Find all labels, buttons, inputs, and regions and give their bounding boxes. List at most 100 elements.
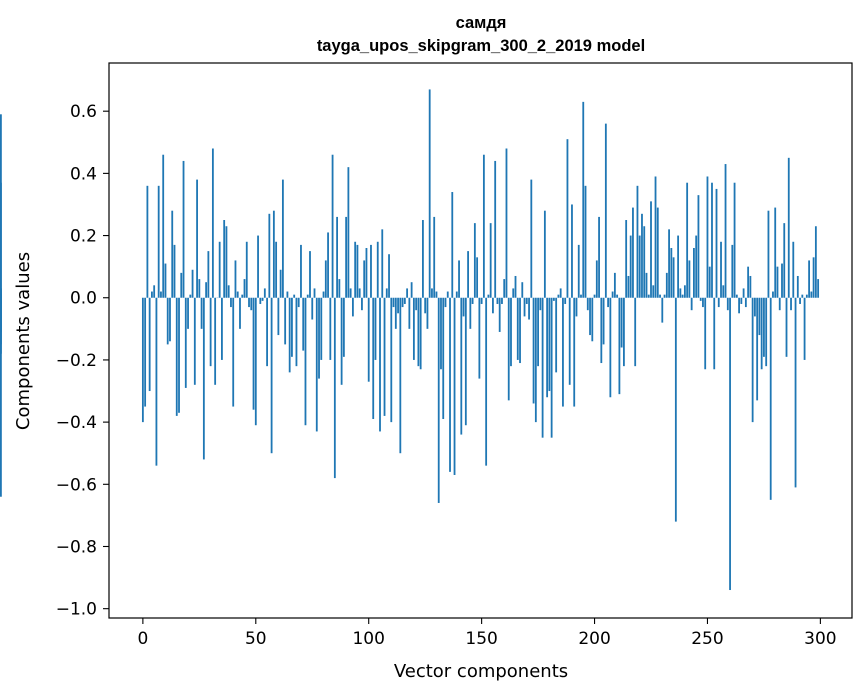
bar [191, 269, 194, 298]
bar [467, 251, 469, 298]
x-tick-label: 300 [804, 629, 836, 649]
bar [419, 297, 422, 370]
bar [412, 297, 415, 360]
y-axis: −1.0 −0.8 −0.6 −0.4 −0.2 0.0 0.2 0.4 0.6 [56, 102, 109, 620]
bar [625, 220, 628, 298]
bar [656, 207, 659, 298]
bar [525, 297, 528, 304]
bar [329, 297, 332, 360]
bar [214, 297, 217, 385]
bar [218, 241, 221, 298]
y-tick-label: −0.6 [56, 475, 97, 495]
bar [451, 192, 454, 298]
bar [162, 154, 165, 298]
bar [512, 288, 515, 298]
bar [148, 297, 151, 392]
bar [428, 89, 431, 298]
bar [444, 297, 447, 308]
y-axis-label: Components values [13, 252, 34, 430]
bar [580, 294, 582, 298]
bar [281, 179, 284, 298]
bar [595, 260, 598, 298]
bar [747, 266, 750, 298]
bar [613, 272, 616, 298]
bar [704, 297, 707, 370]
bar [751, 297, 754, 423]
bar [765, 297, 768, 367]
bar [173, 244, 176, 298]
bar [708, 266, 711, 298]
bar [591, 297, 594, 342]
bar [415, 297, 418, 311]
bar [277, 297, 280, 336]
bar [257, 235, 259, 298]
bar [577, 244, 580, 298]
bar [586, 297, 589, 311]
bar [230, 297, 232, 308]
bar [668, 229, 670, 298]
bar [0, 182, 2, 298]
bar [221, 297, 223, 360]
y-tick-label: 0.6 [70, 102, 97, 122]
bar [799, 297, 801, 304]
bar [311, 297, 314, 320]
bar [674, 297, 677, 522]
bar [259, 297, 262, 304]
bar [699, 297, 702, 301]
bar [449, 297, 451, 472]
bar [469, 297, 472, 329]
bar [241, 294, 244, 298]
bar [236, 291, 239, 298]
y-tick-label: −0.8 [56, 537, 97, 557]
bar [731, 244, 734, 298]
x-tick-label: 250 [691, 629, 723, 649]
bar [519, 297, 521, 364]
bar [552, 297, 555, 301]
bar [160, 291, 162, 298]
bar [171, 210, 174, 298]
bar [0, 297, 2, 354]
bar [284, 297, 287, 345]
bar [155, 297, 158, 466]
bar [638, 235, 641, 298]
bar [476, 257, 479, 298]
bar [383, 297, 386, 416]
x-axis: 0 50 100 150 200 250 300 [137, 618, 837, 649]
bar [399, 297, 402, 454]
bar [738, 297, 740, 314]
bar [144, 297, 147, 407]
bar [573, 297, 576, 407]
bar [695, 235, 698, 298]
bar [250, 297, 253, 311]
bar [487, 294, 490, 298]
bar [623, 297, 625, 367]
bar [189, 294, 192, 298]
bar [408, 297, 411, 329]
bar [652, 285, 655, 298]
bar [300, 244, 302, 298]
bar [184, 297, 187, 388]
bar [0, 294, 2, 298]
bar [166, 297, 169, 345]
bar [279, 269, 282, 298]
bar [370, 244, 372, 298]
bar [268, 213, 271, 298]
bar [196, 179, 198, 298]
bar [812, 257, 815, 298]
bar [433, 216, 436, 298]
bar [406, 288, 409, 298]
bar [243, 279, 246, 298]
bar [760, 297, 763, 370]
bar [521, 282, 524, 298]
bar [607, 297, 609, 308]
chart-title: самдя [456, 14, 507, 32]
bar [611, 291, 614, 298]
bar [582, 101, 585, 298]
bar [548, 297, 551, 392]
bar [304, 297, 307, 426]
bar [187, 297, 189, 329]
bar [717, 297, 720, 308]
bar [566, 139, 569, 298]
bar [178, 297, 180, 413]
bar [0, 297, 2, 497]
